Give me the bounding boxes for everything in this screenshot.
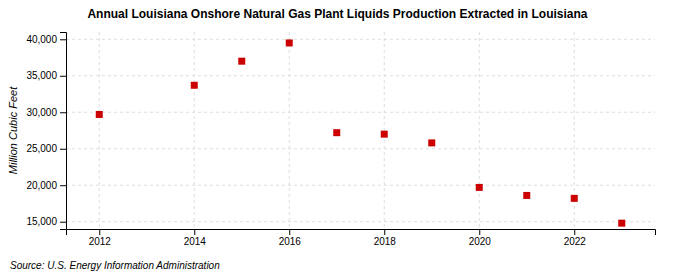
point xyxy=(96,111,103,118)
point xyxy=(333,129,340,136)
tick-label: 15,000 xyxy=(26,216,57,227)
tick-label: 2016 xyxy=(279,236,302,247)
tick-mark xyxy=(479,229,480,235)
tick-mark xyxy=(60,222,66,223)
grid-line xyxy=(66,112,655,113)
tick: 25,000 xyxy=(26,143,66,154)
tick-label: 35,000 xyxy=(26,70,57,81)
point xyxy=(286,39,293,46)
axis-line xyxy=(67,230,656,236)
plot-area: 2012 2014 2016 2018 2020 2022 15,000 20,000 25,0… xyxy=(26,32,655,247)
y-axis: 15,000 20,000 25,000 30,000 35,000 40,000 xyxy=(26,33,66,230)
tick-mark xyxy=(99,229,100,235)
tick-mark xyxy=(194,229,195,235)
tick-mark xyxy=(60,39,66,40)
tick: 15,000 xyxy=(26,216,66,227)
grid-line xyxy=(66,185,655,186)
tick: 35,000 xyxy=(26,70,66,81)
point xyxy=(381,131,388,138)
marks xyxy=(96,39,626,226)
grid-line xyxy=(66,148,655,149)
tick-label: 30,000 xyxy=(26,107,57,118)
grid-line xyxy=(289,32,290,229)
tick-mark xyxy=(289,229,290,235)
point xyxy=(618,220,625,227)
point xyxy=(238,58,245,65)
point xyxy=(523,192,530,199)
tick-label: 2022 xyxy=(564,236,587,247)
tick: 2016 xyxy=(279,229,302,247)
tick-mark xyxy=(574,229,575,235)
tick: 2012 xyxy=(89,229,112,247)
point xyxy=(428,139,435,146)
tick-label: 20,000 xyxy=(26,180,57,191)
grid-line xyxy=(66,221,655,222)
tick-mark xyxy=(384,229,385,235)
tick-mark xyxy=(60,185,66,186)
tick: 20,000 xyxy=(26,180,66,191)
tick: 40,000 xyxy=(26,34,66,45)
tick: 30,000 xyxy=(26,107,66,118)
grid xyxy=(66,32,655,229)
tick-label: 25,000 xyxy=(26,143,57,154)
source: Source: U.S. Energy Information Administ… xyxy=(10,260,220,271)
tick-label: 2014 xyxy=(184,236,207,247)
grid-line xyxy=(66,39,655,40)
axis-line xyxy=(60,33,67,230)
chart: 2012 2014 2016 2018 2020 2022 15,000 20,000 25,0… xyxy=(0,0,675,275)
tick-mark xyxy=(60,112,66,113)
grid-line xyxy=(99,32,100,229)
point xyxy=(571,195,578,202)
x-axis: 2012 2014 2016 2018 2020 2022 xyxy=(67,229,656,247)
point xyxy=(476,184,483,191)
grid-line xyxy=(479,32,480,229)
tick-mark xyxy=(60,76,66,77)
grid-line xyxy=(384,32,385,229)
y-axis-label: Million Cubic Feet xyxy=(7,86,19,174)
grid-line xyxy=(194,32,195,229)
tick: 2014 xyxy=(184,229,207,247)
grid-line xyxy=(66,75,655,76)
tick-label: 2018 xyxy=(374,236,397,247)
tick-mark xyxy=(60,149,66,150)
point xyxy=(191,82,198,89)
tick: 2020 xyxy=(469,229,492,247)
tick-label: 2012 xyxy=(89,236,112,247)
tick: 2022 xyxy=(564,229,587,247)
tick-label: 2020 xyxy=(469,236,492,247)
tick-label: 40,000 xyxy=(26,34,57,45)
tick: 2018 xyxy=(374,229,397,247)
title: Annual Louisiana Onshore Natural Gas Pla… xyxy=(87,7,587,21)
